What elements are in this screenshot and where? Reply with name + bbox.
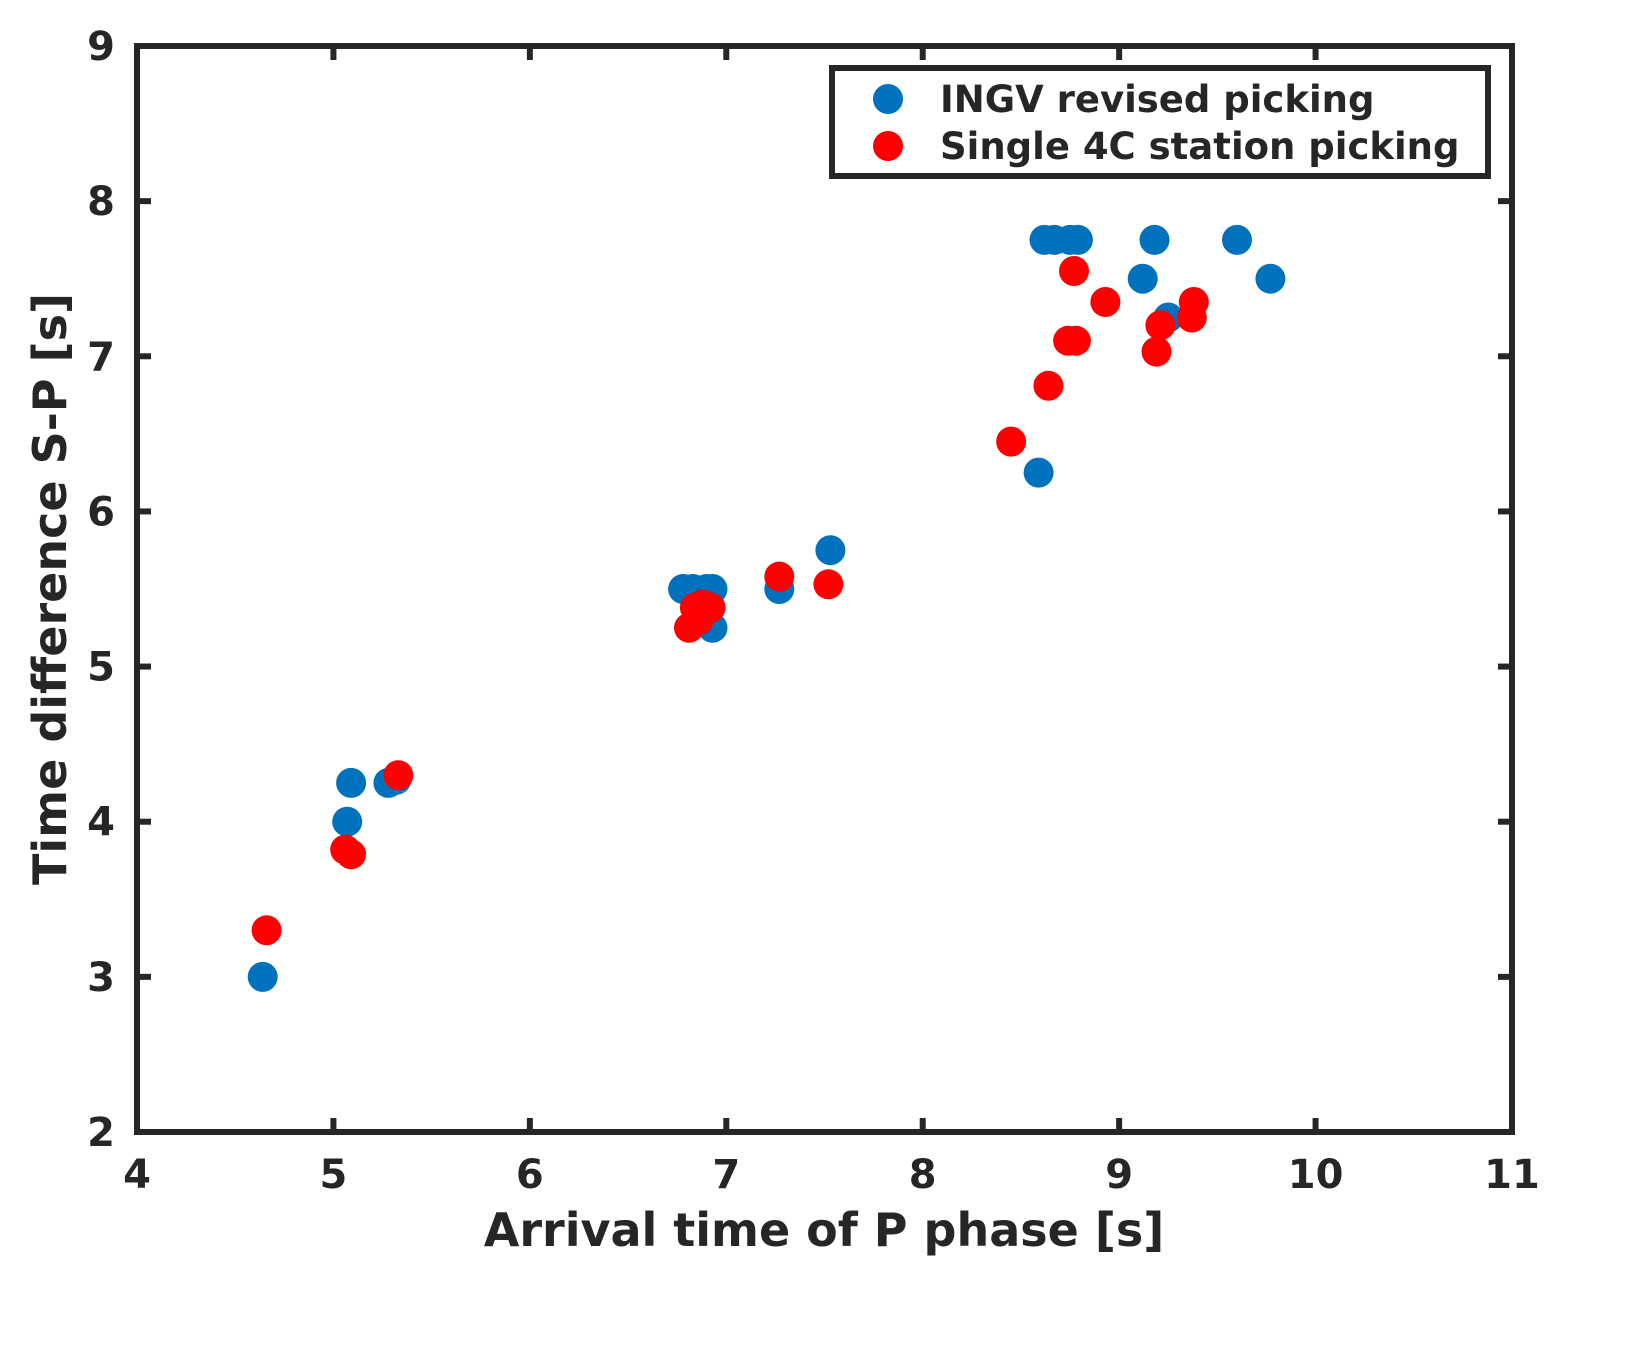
y-axis-title: Time difference S-P [s] [23,293,77,885]
y-tick-label-3: 5 [87,645,115,691]
single-4c-point-18 [1145,310,1176,341]
single-4c-point-14 [1060,325,1091,356]
ingv-point-2 [336,767,367,798]
y-tick-label-1: 3 [87,955,115,1001]
x-tick-label-0: 4 [123,1152,151,1198]
single-4c-point-11 [996,426,1027,457]
single-4c-point-12 [1033,370,1064,401]
x-tick-label-3: 7 [712,1152,740,1198]
single-4c-point-17 [1141,336,1172,367]
x-tick-label-4: 8 [909,1152,937,1198]
y-tick-label-2: 4 [87,800,115,846]
ingv-point-12 [815,535,846,566]
single-4c-point-9 [764,561,795,592]
ingv-point-0 [247,961,278,992]
ingv-point-24 [1255,263,1286,294]
ingv-point-19 [1127,263,1158,294]
ingv-point-20 [1139,224,1170,255]
legend-box [829,65,1491,179]
x-axis-title: Arrival time of P phase [s] [484,1203,1165,1257]
legend-label-single-4c: Single 4C station picking [940,125,1460,168]
y-tick-label-5: 7 [87,334,115,380]
y-tick-label-6: 8 [87,179,115,225]
x-tick-label-6: 10 [1288,1152,1344,1198]
legend-marker-single-4c [873,131,903,161]
x-tick-label-5: 9 [1105,1152,1133,1198]
y-tick-label-4: 6 [87,489,115,535]
axis-ticks: 4 5 6 7 8 9 10 11 2 3 4 5 6 7 8 9 [87,24,1540,1198]
ingv-point-13 [1023,457,1054,488]
x-tick-label-7: 11 [1484,1152,1540,1198]
plot-frame [134,43,1515,1135]
single-4c-point-10 [813,569,844,600]
single-4c-point-0 [251,915,282,946]
single-4c-point-16 [1090,287,1121,317]
single-4c-point-3 [383,760,414,791]
legend-marker-ingv [873,84,903,114]
single-4c-point-15 [1059,256,1089,286]
y-tick-label-0: 2 [87,1110,115,1156]
legend-label-ingv: INGV revised picking [940,78,1374,121]
ingv-point-23 [1222,224,1252,255]
x-tick-label-1: 5 [320,1152,348,1198]
ingv-point-1 [332,806,363,837]
single-4c-point-8 [695,592,726,623]
x-tick-label-2: 6 [516,1152,544,1198]
ingv-point-17 [1062,224,1093,255]
single-4c-point-20 [1178,287,1209,317]
single-4c-point-2 [336,839,367,870]
y-tick-label-7: 9 [87,24,115,70]
legend: INGV revised picking Single 4C station p… [829,65,1491,179]
